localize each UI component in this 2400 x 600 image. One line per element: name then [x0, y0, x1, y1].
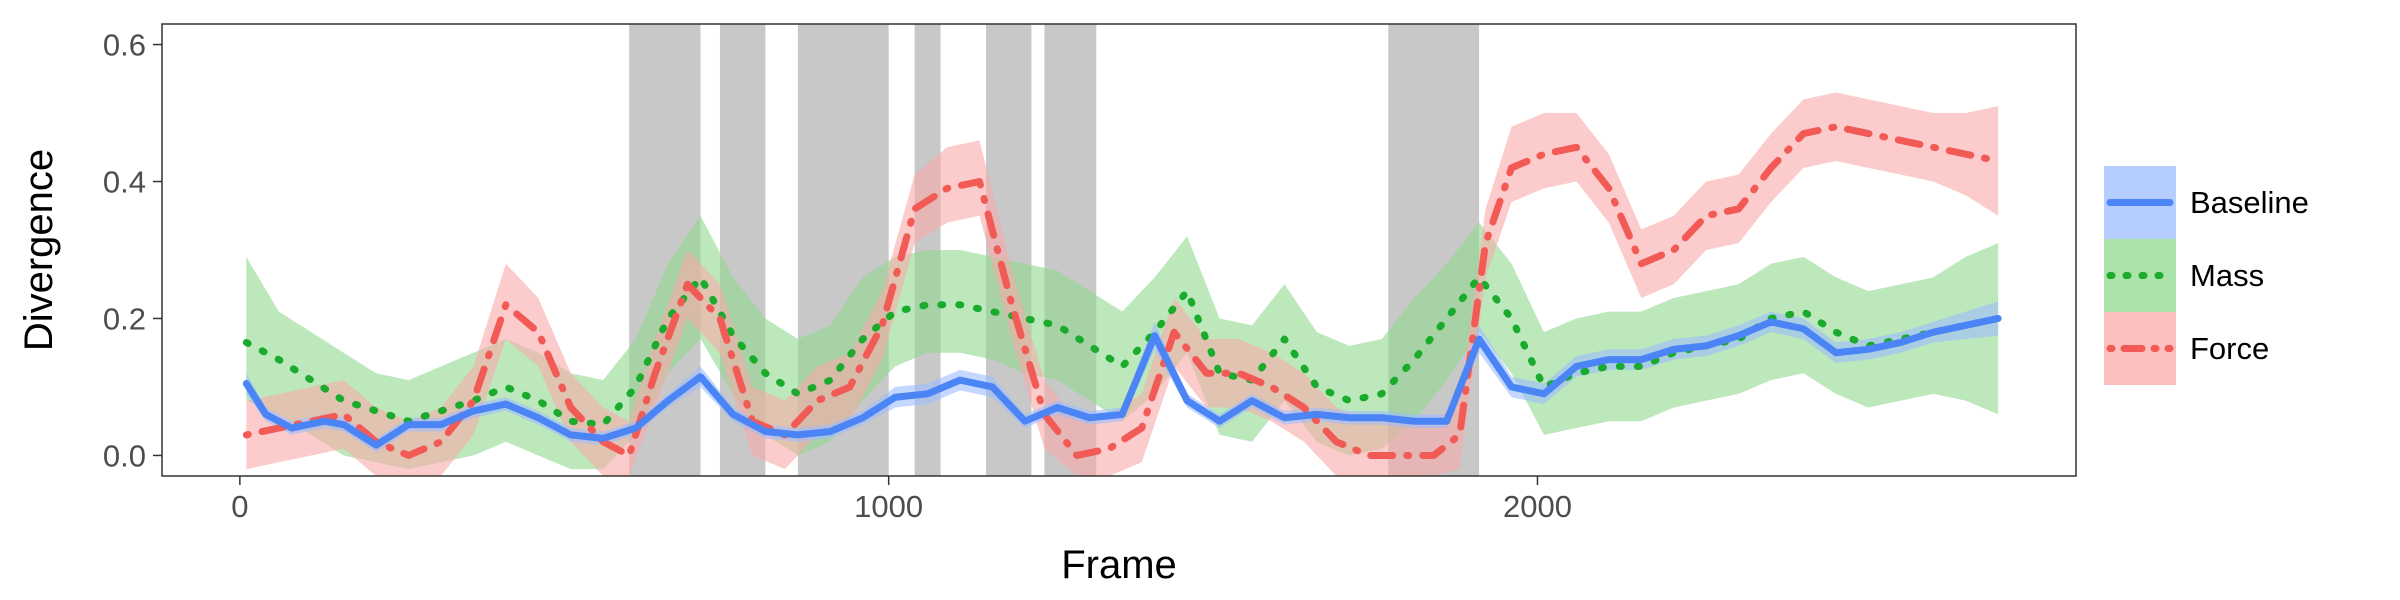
legend-item-baseline: Baseline: [2104, 166, 2309, 239]
series-lines: [242, 123, 2002, 459]
force-confidence-band: [246, 92, 1999, 476]
y-tick-label: 0.2: [103, 301, 146, 336]
y-axis-title: Divergence: [17, 149, 61, 351]
y-tick-label: 0.0: [103, 438, 146, 473]
confidence-bands: [246, 92, 1999, 476]
x-axis-title: Frame: [1061, 543, 1177, 587]
plot-panel-border: [161, 23, 2077, 477]
legend-item-force: Force: [2104, 312, 2269, 385]
baseline-series-line: [242, 314, 2002, 449]
legend: Baseline Mass Force: [2104, 166, 2309, 385]
force-series-line: [242, 123, 2002, 459]
x-tick-label: 0: [231, 489, 248, 524]
y-tick-label: 0.4: [103, 165, 146, 200]
legend-label: Baseline: [2190, 185, 2309, 220]
x-tick-label: 2000: [1503, 489, 1572, 524]
x-tick-label: 1000: [854, 489, 923, 524]
y-tick-label: 0.6: [103, 28, 146, 63]
legend-label: Force: [2190, 331, 2269, 366]
legend-item-mass: Mass: [2104, 239, 2264, 312]
axes: 0 1000 2000 0.0 0.2 0.4 0.6: [103, 28, 1572, 524]
legend-label: Mass: [2190, 258, 2264, 293]
